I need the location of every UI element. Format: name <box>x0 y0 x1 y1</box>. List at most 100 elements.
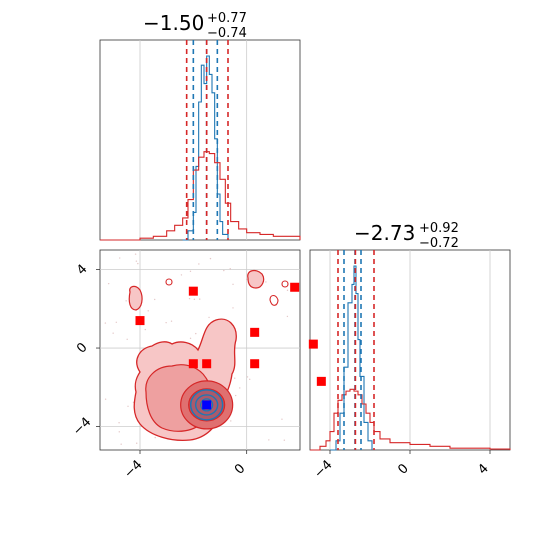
sample-point <box>199 298 201 300</box>
outlier-marker-4 <box>308 339 318 349</box>
contour-island-2 <box>247 269 265 289</box>
sample-point <box>193 298 196 301</box>
hist-2-title-minus: −0.72 <box>419 236 459 251</box>
sample-point <box>120 443 122 445</box>
hist-2-title: −2.73 <box>354 221 415 245</box>
contour-xtick-label-1: 0 <box>232 461 248 477</box>
true-value-marker <box>202 400 212 410</box>
contour-island-5 <box>281 280 289 288</box>
sample-point <box>165 321 167 324</box>
sample-point <box>208 316 210 319</box>
sample-point <box>229 268 231 270</box>
outlier-marker-0 <box>188 286 198 296</box>
contour-island-4 <box>165 278 173 286</box>
hist-1-title: −1.50 <box>143 11 204 35</box>
sample-point <box>232 283 234 286</box>
hist-2-series-0 <box>330 265 373 451</box>
sample-point <box>104 322 107 324</box>
sample-point <box>230 420 232 422</box>
blue-contour-2 <box>194 394 219 416</box>
sample-point <box>104 398 107 400</box>
hist-panel-2: −4 0 4 −2.73 +0.92 −0.72 <box>309 221 511 482</box>
hist-1-title-minus: −0.74 <box>207 26 247 41</box>
sample-point <box>249 378 251 381</box>
contour-ytick-label-1: 0 <box>74 340 90 356</box>
sample-point <box>147 310 149 312</box>
blue-contour-3 <box>200 398 214 412</box>
sample-point <box>286 289 289 292</box>
hist-2-grid <box>329 250 491 450</box>
sample-point <box>245 278 248 281</box>
sample-point <box>283 439 286 441</box>
hist-panel-1: −1.50 +0.77 −0.74 <box>99 11 301 241</box>
contour-xtick-label-0: −4 <box>121 457 145 481</box>
contour-ytick-label-0: −4 <box>70 415 94 439</box>
hist-2-xtick-label-2: 4 <box>475 461 491 477</box>
outlier-marker-2 <box>290 282 300 292</box>
hist-1-series-0 <box>182 55 229 241</box>
sample-point <box>153 298 156 301</box>
hist-2-series-1 <box>310 388 511 451</box>
sample-point <box>188 297 191 300</box>
sample-point <box>195 332 197 335</box>
hist-2-quantiles <box>337 250 375 450</box>
hist-1-title-median: −1.50 <box>143 11 204 35</box>
hist-2-title-median: −2.73 <box>354 221 415 245</box>
hist-1-grid <box>139 40 248 240</box>
sample-point <box>223 269 225 272</box>
sample-point <box>107 282 110 285</box>
sample-point <box>189 337 192 340</box>
sample-point <box>234 394 237 397</box>
sample-point <box>239 387 241 389</box>
sample-point <box>112 332 114 334</box>
sample-point <box>268 439 270 441</box>
sample-point <box>127 405 129 407</box>
contour-panel: −4 0 −4 0 4 <box>70 249 326 482</box>
contour-island-3 <box>269 294 279 306</box>
outlier-marker-8 <box>316 376 326 386</box>
hist-1-frame <box>99 39 301 241</box>
hist-1-quantiles <box>185 40 229 240</box>
sample-point <box>125 300 127 302</box>
sample-point <box>209 257 212 260</box>
contour-island-1 <box>128 285 143 311</box>
hist-2-x-ticks: −4 0 4 <box>311 450 492 482</box>
contour-frame <box>99 249 301 451</box>
sample-point <box>144 328 147 331</box>
outlier-marker-6 <box>202 359 212 369</box>
contour-ytick-label-2: 4 <box>74 262 90 278</box>
sample-point <box>234 377 236 379</box>
sample-point <box>134 253 137 255</box>
hist-2-series <box>310 265 511 451</box>
sample-point <box>119 257 121 259</box>
outlier-marker-7 <box>250 359 260 369</box>
sample-point <box>246 376 249 378</box>
sample-point <box>170 320 173 322</box>
sample-point <box>281 418 283 420</box>
hist-2-xtick-label-1: 0 <box>395 461 411 477</box>
sample-point <box>286 315 289 318</box>
contour-outliers <box>135 282 326 410</box>
sample-point <box>180 274 183 276</box>
sample-point <box>136 442 138 444</box>
sample-point <box>115 321 118 323</box>
sample-point <box>189 270 192 273</box>
hist-2-title-plus: +0.92 <box>419 221 459 236</box>
hist-1-series <box>100 55 301 241</box>
outlier-marker-3 <box>250 327 260 337</box>
outlier-marker-5 <box>188 359 198 369</box>
sample-point <box>118 422 120 424</box>
hist-1-series-1 <box>100 151 301 241</box>
sample-point <box>232 307 234 309</box>
sample-point <box>135 260 138 262</box>
outlier-marker-1 <box>135 316 145 326</box>
sample-point <box>265 281 267 283</box>
contour-y-ticks: −4 0 4 <box>70 262 100 439</box>
hist-1-title-plus: +0.77 <box>207 11 247 26</box>
contour-x-ticks: −4 0 <box>121 450 248 482</box>
sample-point <box>137 262 139 265</box>
sample-point <box>154 436 156 439</box>
sample-point <box>198 263 200 265</box>
sample-point <box>118 431 120 433</box>
